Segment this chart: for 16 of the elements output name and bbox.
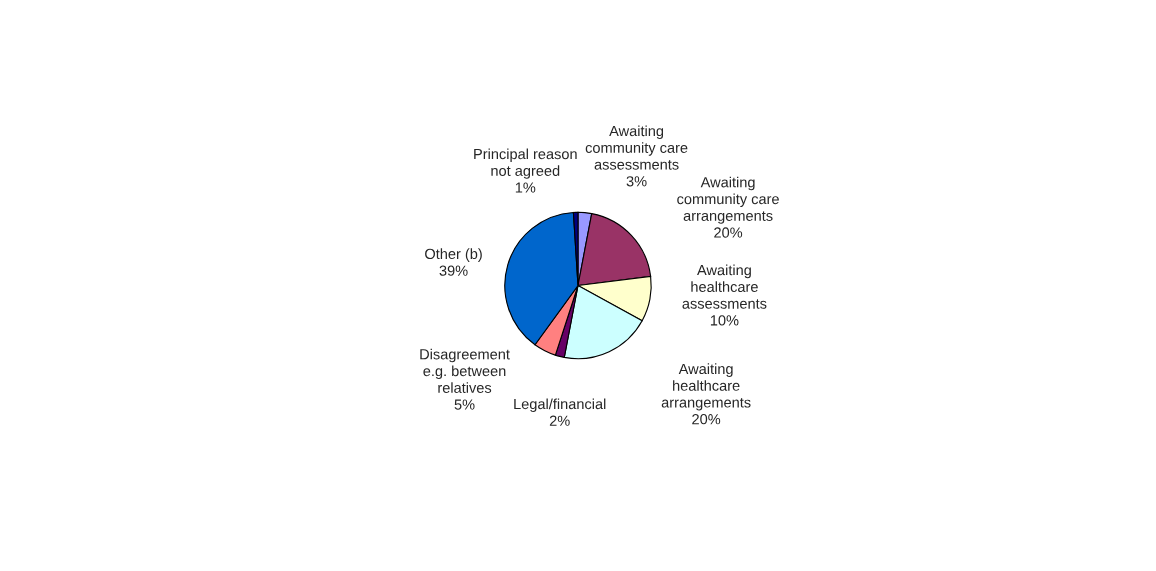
data-label: 10%: [710, 315, 739, 326]
slice-label: Awaiting healthcare arrangements: [661, 363, 751, 411]
data-label: 3%: [626, 176, 647, 187]
slice-label: Legal/financial: [514, 398, 606, 413]
slice-label: Disagreement e.g. between relatives: [420, 348, 510, 393]
data-label: 1%: [515, 182, 536, 193]
slice-label: Other (b): [425, 248, 482, 262]
slice-label: Awaiting community care assessments: [585, 125, 688, 170]
slice-label: Principal reason not agreed: [474, 148, 577, 179]
slice-label: Awaiting community care arrangements: [677, 176, 779, 224]
data-label: 39%: [439, 265, 468, 276]
data-label: 5%: [454, 399, 475, 410]
data-label: 20%: [714, 227, 743, 238]
data-label: 2%: [549, 415, 570, 426]
data-label: 20%: [692, 414, 721, 425]
slice-label: Awaiting healthcare assessments: [682, 264, 767, 309]
